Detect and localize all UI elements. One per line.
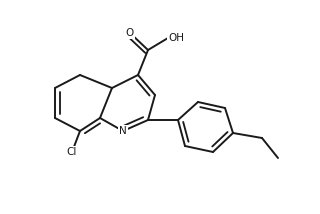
Text: Cl: Cl — [67, 147, 77, 157]
Text: O: O — [126, 28, 134, 38]
Text: N: N — [119, 126, 127, 136]
Text: OH: OH — [168, 33, 184, 43]
